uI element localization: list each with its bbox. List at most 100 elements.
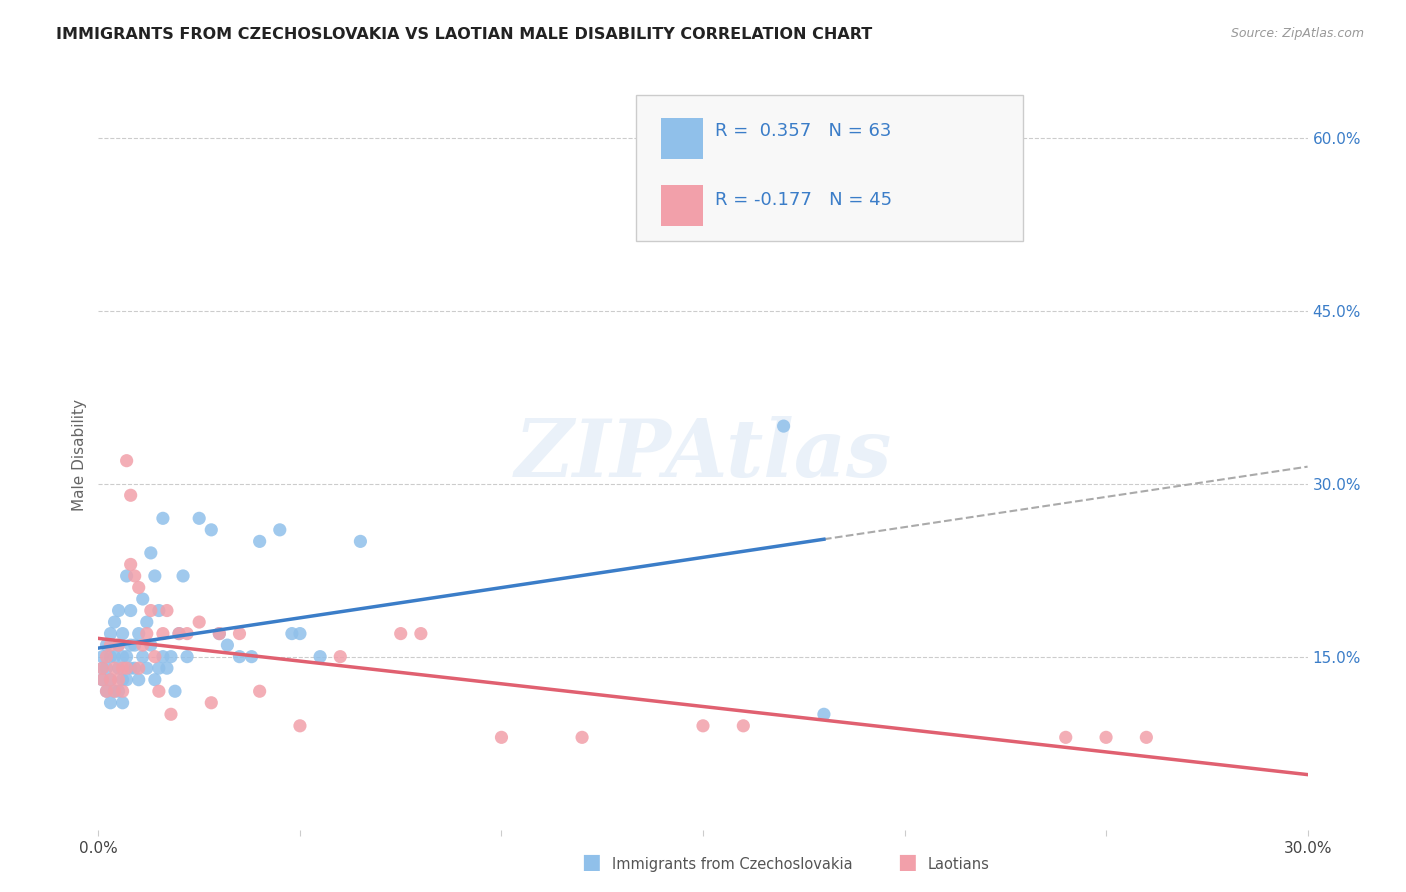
Text: R =  0.357   N = 63: R = 0.357 N = 63 [716,122,891,140]
Point [208,626,231,640]
Point [1054,731,1077,745]
Text: Source: ZipAtlas.com: Source: ZipAtlas.com [1230,27,1364,40]
Point [115,569,138,583]
Point [107,603,129,617]
Point [152,649,174,664]
Point [172,569,194,583]
Text: Immigrants from Czechoslovakia: Immigrants from Czechoslovakia [612,857,852,872]
Point [100,649,122,664]
Text: Laotians: Laotians [928,857,990,872]
Point [288,626,311,640]
Point [148,684,170,698]
Point [240,649,263,664]
Point [103,661,125,675]
Point [188,615,211,629]
Point [120,558,142,572]
Point [132,649,155,664]
Text: IMMIGRANTS FROM CZECHOSLOVAKIA VS LAOTIAN MALE DISABILITY CORRELATION CHART: IMMIGRANTS FROM CZECHOSLOVAKIA VS LAOTIA… [56,27,873,42]
Point [96,649,118,664]
Point [115,661,138,675]
Point [160,707,183,722]
Point [249,684,271,698]
Point [132,638,155,652]
Text: ■: ■ [897,853,917,872]
Point [103,649,125,664]
Point [103,684,125,698]
Text: ZIPAtlas: ZIPAtlas [515,417,891,493]
Text: ■: ■ [581,853,600,872]
Point [152,511,174,525]
Point [288,719,311,733]
Bar [661,118,703,159]
Point [103,684,125,698]
Point [208,626,231,640]
Point [107,673,129,687]
Point [135,626,157,640]
Point [167,626,190,640]
Point [249,534,271,549]
Point [96,684,118,698]
Point [148,661,170,675]
Point [120,603,142,617]
Point [176,626,198,640]
Point [120,638,142,652]
Point [156,603,179,617]
Point [281,626,304,640]
Point [1095,731,1118,745]
Point [96,661,118,675]
Point [148,603,170,617]
Point [143,569,166,583]
Point [107,661,129,675]
Point [128,673,150,687]
Point [111,684,134,698]
Point [115,649,138,664]
Point [143,649,166,664]
Point [772,419,794,434]
Bar [661,186,703,227]
Point [120,661,142,675]
Point [135,615,157,629]
Point [100,673,122,687]
Point [115,453,138,467]
Point [96,638,118,652]
Point [152,626,174,640]
Point [160,649,183,664]
Point [128,581,150,595]
Point [91,661,114,675]
Point [100,673,122,687]
Point [139,603,162,617]
Point [813,707,835,722]
Point [163,684,186,698]
Point [107,638,129,652]
Point [96,684,118,698]
Point [91,673,114,687]
Text: R = -0.177   N = 45: R = -0.177 N = 45 [716,191,893,209]
Point [91,649,114,664]
Point [107,684,129,698]
FancyBboxPatch shape [637,95,1024,242]
Point [329,649,352,664]
Point [100,626,122,640]
Point [100,638,122,652]
Point [111,696,134,710]
Point [228,626,250,640]
Point [571,731,593,745]
Point [128,626,150,640]
Point [692,719,714,733]
Y-axis label: Male Disability: Male Disability [72,399,87,511]
Point [188,511,211,525]
Point [135,661,157,675]
Point [167,626,190,640]
Point [156,661,179,675]
Point [269,523,291,537]
Point [115,673,138,687]
Point [1135,731,1157,745]
Point [111,673,134,687]
Point [139,546,162,560]
Point [120,488,142,502]
Point [111,649,134,664]
Point [111,626,134,640]
Point [217,638,239,652]
Point [143,673,166,687]
Point [103,615,125,629]
